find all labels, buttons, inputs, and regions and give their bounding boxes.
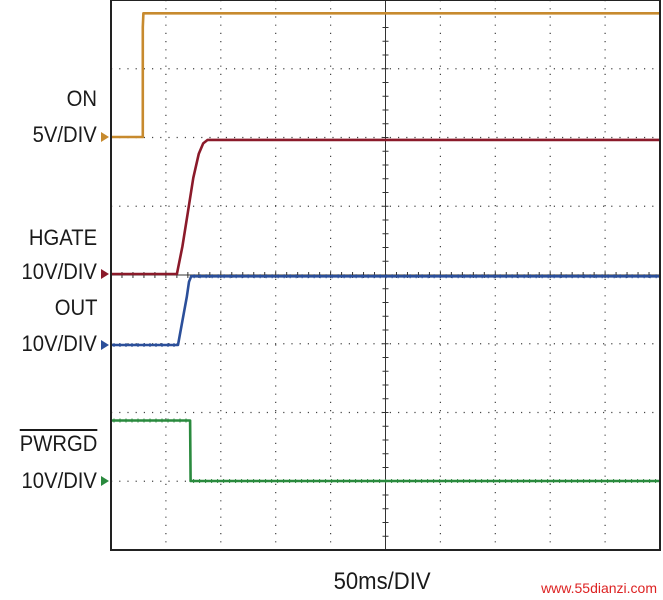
hgate-marker-arrow [101, 269, 109, 279]
watermark: www.55dianzi.com [541, 580, 657, 596]
on-marker-arrow [101, 132, 109, 142]
on-trace [111, 12, 660, 139]
pwrgd-channel-name: PWRGD [19, 431, 97, 456]
out-trace [111, 275, 660, 347]
on-channel-scale: 5V/DIV [32, 122, 97, 147]
hgate-channel-name: HGATE [28, 225, 97, 250]
pwrgd-channel-scale: 10V/DIV [21, 468, 97, 493]
pwrgd-marker-arrow [101, 476, 109, 486]
traces [111, 12, 660, 483]
out-channel-scale: 10V/DIV [21, 331, 97, 356]
channel-markers [101, 132, 109, 486]
pwrgd-trace [111, 419, 660, 483]
out-channel-name: OUT [54, 295, 97, 320]
hgate-trace [111, 138, 660, 276]
out-marker-arrow [101, 340, 109, 350]
hgate-channel-scale: 10V/DIV [21, 259, 97, 284]
x-axis-label: 50ms/DIV [333, 568, 431, 595]
on-channel-name: ON [66, 86, 97, 111]
plot-frame [110, 0, 661, 551]
